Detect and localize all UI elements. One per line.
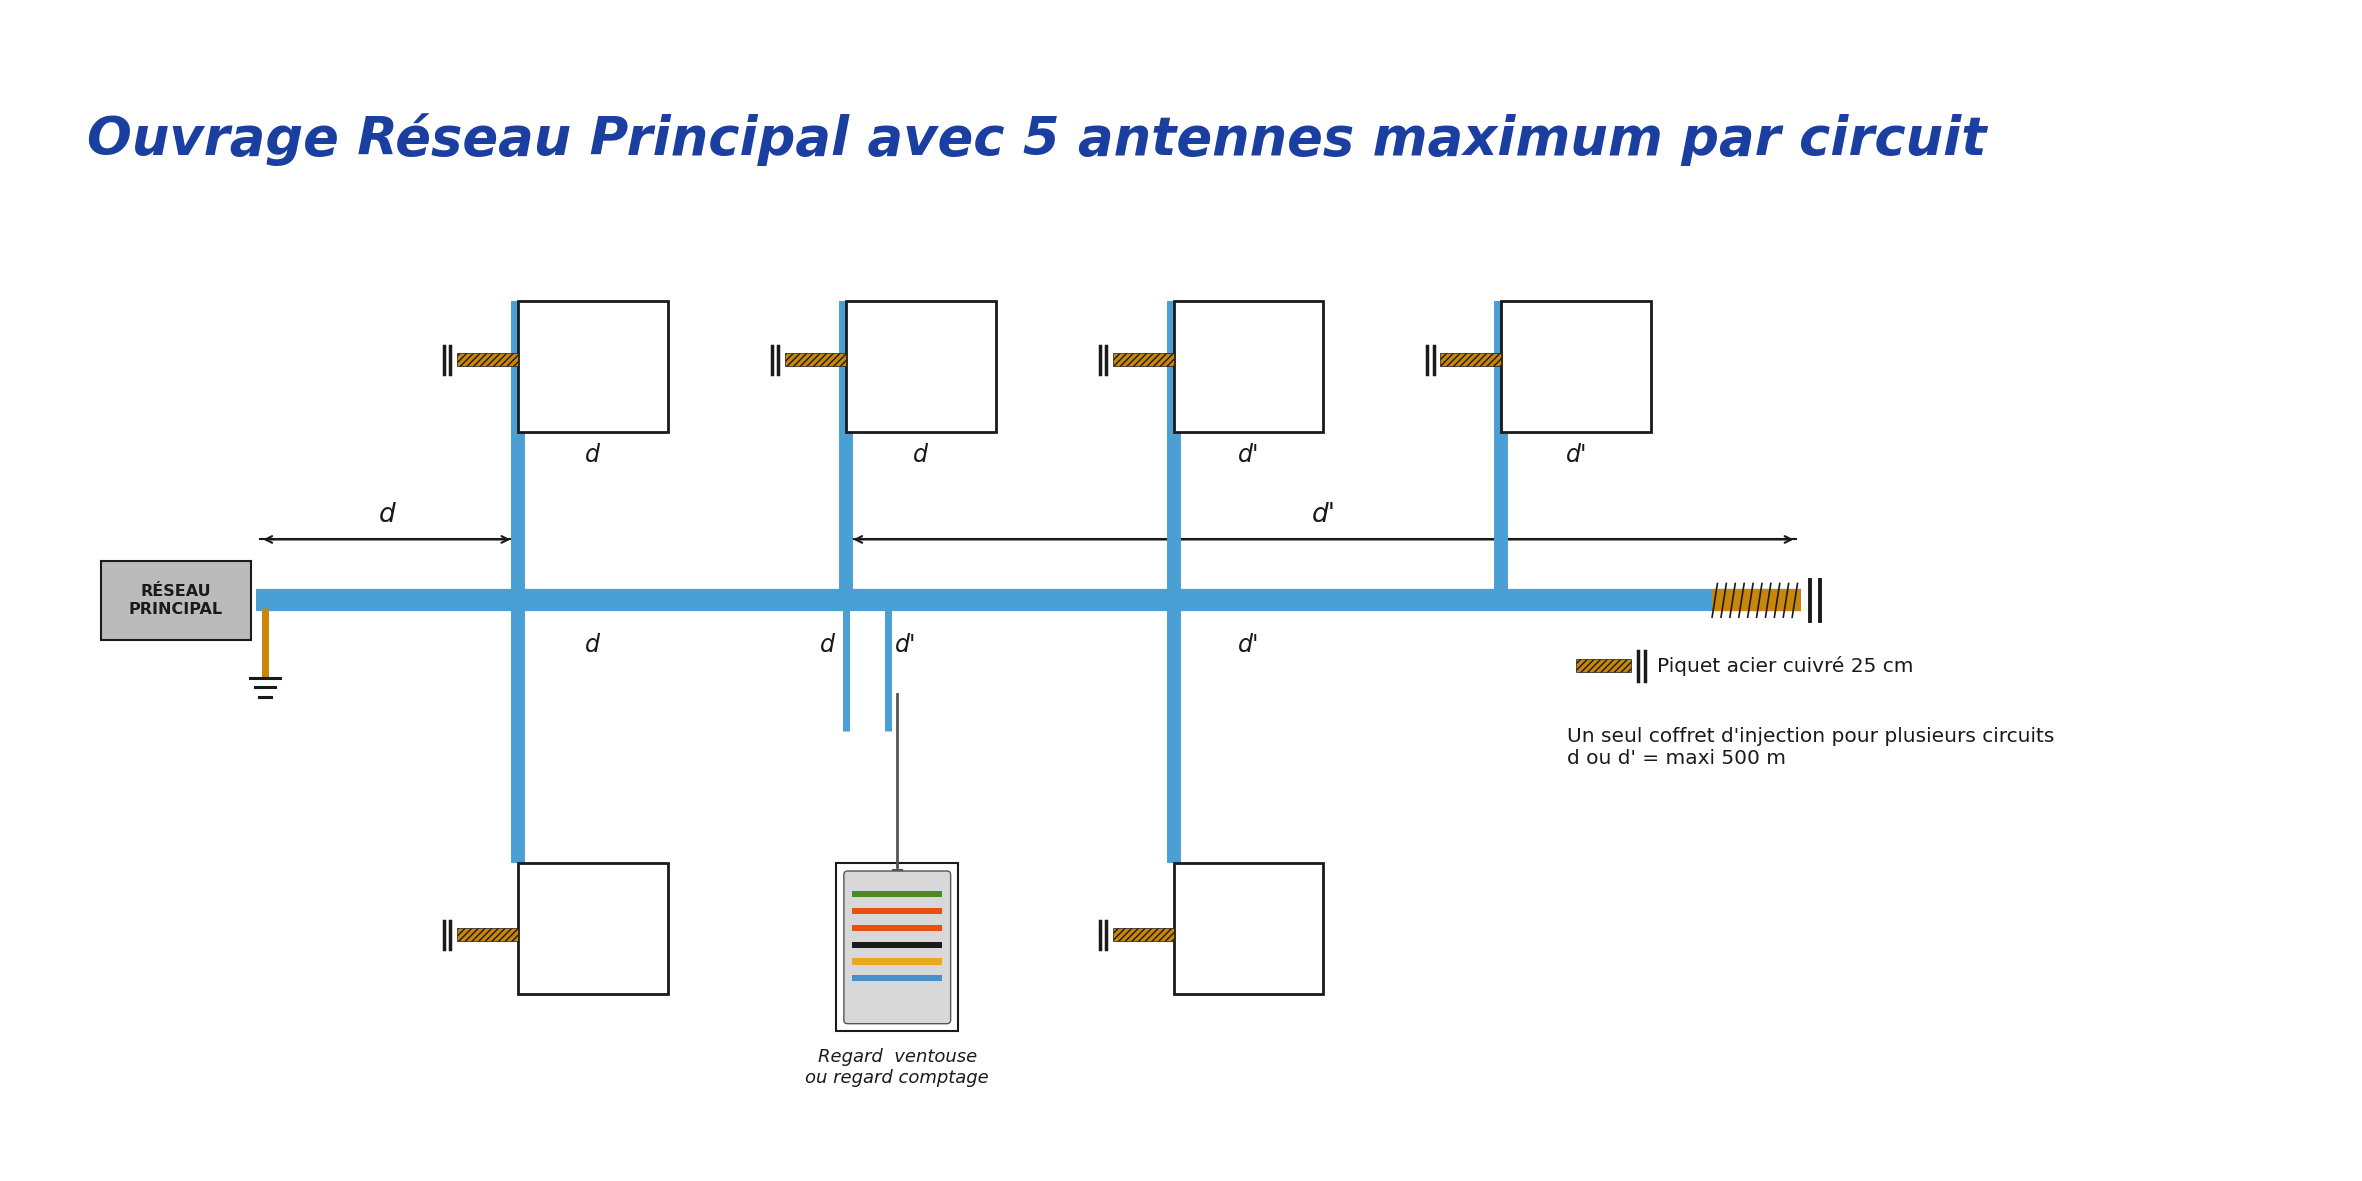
Bar	[853, 925, 942, 931]
Bar	[1575, 659, 1632, 672]
Text: d: d	[820, 633, 834, 657]
Bar	[1174, 301, 1323, 432]
Text: RÉSEAU
PRINCIPAL: RÉSEAU PRINCIPAL	[130, 585, 222, 616]
Bar	[517, 301, 668, 432]
Text: d: d	[586, 443, 600, 466]
Bar	[456, 353, 517, 366]
Text: Regard  ventouse
ou regard comptage: Regard ventouse ou regard comptage	[805, 1048, 990, 1087]
Bar	[102, 561, 250, 640]
Text: d: d	[378, 502, 394, 528]
Text: Un seul coffret d'injection pour plusieurs circuits
d ou d' = maxi 500 m: Un seul coffret d'injection pour plusieu…	[1566, 726, 2055, 768]
Bar	[853, 908, 942, 914]
Bar	[784, 353, 846, 366]
Text: d: d	[914, 443, 928, 466]
Bar	[853, 976, 942, 981]
Bar	[1441, 353, 1502, 366]
Text: d': d'	[1311, 502, 1335, 528]
Bar	[456, 928, 517, 941]
Text: d': d'	[1238, 633, 1259, 657]
Bar	[846, 301, 997, 432]
Bar	[853, 890, 942, 898]
Bar	[853, 959, 942, 965]
Text: d': d'	[1238, 443, 1259, 466]
Text: Piquet acier cuivré 25 cm: Piquet acier cuivré 25 cm	[1658, 655, 1913, 676]
Text: d': d'	[1566, 443, 1587, 466]
FancyBboxPatch shape	[843, 872, 950, 1024]
Bar	[1174, 862, 1323, 993]
Bar	[836, 862, 959, 1031]
Text: d: d	[586, 633, 600, 657]
Text: Ouvrage Réseau Principal avec 5 antennes maximum par circuit: Ouvrage Réseau Principal avec 5 antennes…	[87, 113, 1986, 167]
Bar	[1113, 928, 1174, 941]
Bar	[1502, 301, 1651, 432]
Bar	[1113, 353, 1174, 366]
Bar	[853, 941, 942, 947]
Text: d': d'	[895, 633, 916, 657]
Bar	[517, 862, 668, 993]
